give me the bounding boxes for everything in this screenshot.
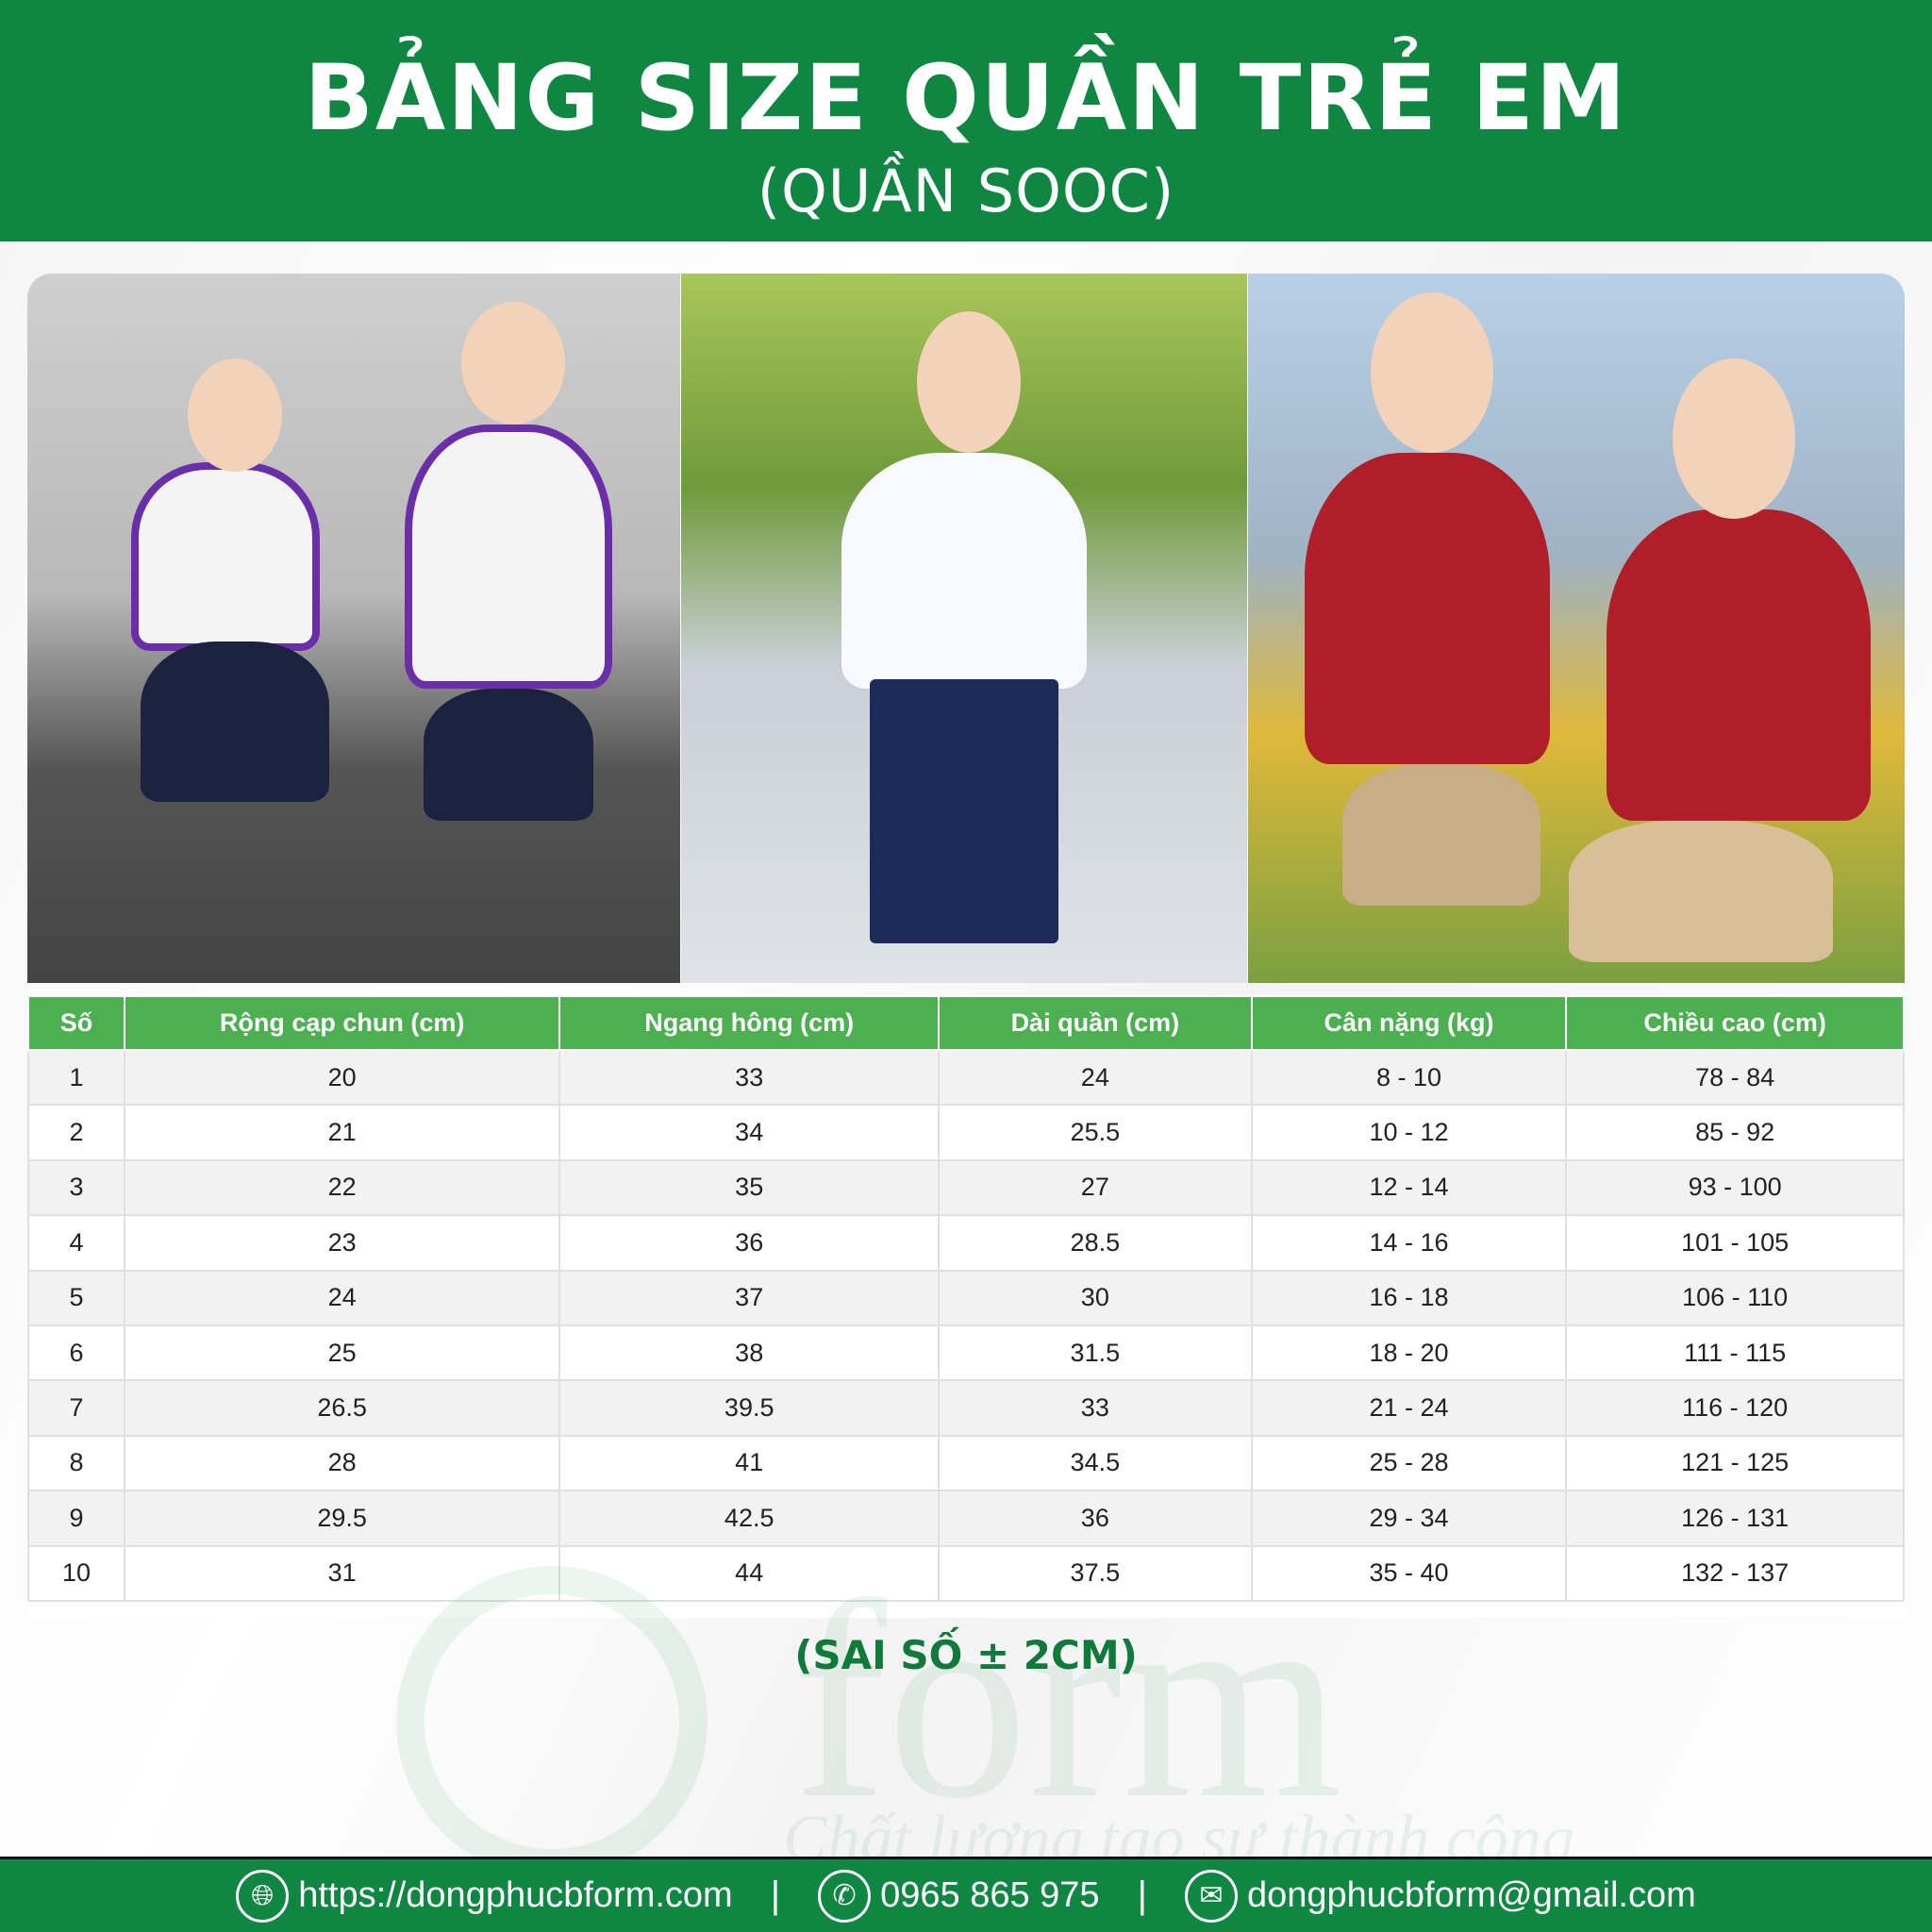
separator: | [770, 1874, 781, 1916]
col-header: Số [27, 995, 125, 1051]
table-row: 2 21 34 25.5 10 - 12 85 - 92 [27, 1104, 1905, 1161]
table-row: 7 26.5 39.5 33 21 - 24 116 - 120 [27, 1379, 1905, 1437]
table-cell: 1 [27, 1048, 125, 1107]
website-link[interactable]: https://dongphucbform.com [298, 1875, 733, 1915]
table-cell: 41 [558, 1434, 940, 1492]
table-cell: 37.5 [938, 1544, 1253, 1602]
table-cell: 39.5 [558, 1379, 940, 1437]
table-cell: 38 [558, 1324, 940, 1382]
table-cell: 132 - 137 [1565, 1544, 1905, 1602]
table-header-row: Số Rộng cạp chun (cm) Ngang hông (cm) Dà… [27, 995, 1905, 1051]
page-title: BẢNG SIZE QUẦN TRẺ EM [304, 45, 1628, 151]
table-cell: 34.5 [938, 1434, 1253, 1492]
table-cell: 28.5 [938, 1214, 1253, 1272]
table-cell: 8 [27, 1434, 125, 1492]
table-cell: 25.5 [938, 1104, 1253, 1161]
table-row: 1 20 33 24 8 - 10 78 - 84 [27, 1048, 1905, 1107]
table-cell: 44 [558, 1544, 940, 1602]
table-cell: 6 [27, 1324, 125, 1382]
table-cell: 93 - 100 [1565, 1158, 1905, 1217]
table-cell: 12 - 14 [1250, 1158, 1568, 1217]
phone-link[interactable]: 0965 865 975 [880, 1875, 1100, 1915]
table-cell: 21 [123, 1104, 561, 1161]
table-cell: 33 [558, 1048, 940, 1107]
col-header: Cân nặng (kg) [1250, 995, 1568, 1051]
footer-contact-bar: 🌐︎ https://dongphucbform.com | ✆ 0965 865 … [0, 1857, 1932, 1932]
table-cell: 101 - 105 [1565, 1214, 1905, 1272]
table-cell: 25 - 28 [1250, 1434, 1568, 1492]
table-cell: 116 - 120 [1565, 1379, 1905, 1437]
table-cell: 26.5 [123, 1379, 561, 1437]
email-link[interactable]: dongphucbform@gmail.com [1246, 1875, 1696, 1915]
table-cell: 35 - 40 [1250, 1544, 1568, 1602]
table-cell: 36 [558, 1214, 940, 1272]
mail-icon: ✉ [1184, 1869, 1238, 1923]
col-header: Dài quần (cm) [938, 995, 1253, 1051]
table-cell: 106 - 110 [1565, 1269, 1905, 1326]
col-header: Ngang hông (cm) [558, 995, 940, 1051]
table-cell: 4 [27, 1214, 125, 1272]
product-photos [27, 274, 1905, 983]
table-cell: 111 - 115 [1565, 1324, 1905, 1382]
table-cell: 23 [123, 1214, 561, 1272]
table-cell: 10 [27, 1544, 125, 1602]
table-cell: 22 [123, 1158, 561, 1217]
table-cell: 121 - 125 [1565, 1434, 1905, 1492]
page-subtitle: (QUẦN SOOC) [757, 157, 1175, 225]
photo-boy-white-shirt [680, 274, 1248, 983]
table-cell: 14 - 16 [1250, 1214, 1568, 1272]
table-row: 3 22 35 27 12 - 14 93 - 100 [27, 1158, 1905, 1217]
table-cell: 25 [123, 1324, 561, 1382]
table-cell: 30 [938, 1269, 1253, 1326]
table-cell: 9 [27, 1490, 125, 1547]
photo-kids-purple-uniform [27, 274, 680, 983]
table-cell: 16 - 18 [1250, 1269, 1568, 1326]
table-cell: 18 - 20 [1250, 1324, 1568, 1382]
table-cell: 24 [938, 1048, 1253, 1107]
table-cell: 31.5 [938, 1324, 1253, 1382]
table-cell: 2 [27, 1104, 125, 1161]
table-row: 5 24 37 30 16 - 18 106 - 110 [27, 1269, 1905, 1326]
col-header: Rộng cạp chun (cm) [123, 995, 561, 1051]
header-banner: BẢNG SIZE QUẦN TRẺ EM (QUẦN SOOC) [0, 0, 1932, 242]
tolerance-note: (SAI SỐ ± 2CM) [794, 1632, 1138, 1678]
table-cell: 29 - 34 [1250, 1490, 1568, 1547]
table-cell: 21 - 24 [1250, 1379, 1568, 1437]
table-cell: 85 - 92 [1565, 1104, 1905, 1161]
table-cell: 3 [27, 1158, 125, 1217]
table-cell: 8 - 10 [1250, 1048, 1568, 1107]
col-header: Chiều cao (cm) [1565, 995, 1905, 1051]
table-cell: 35 [558, 1158, 940, 1217]
size-table: Số Rộng cạp chun (cm) Ngang hông (cm) Dà… [27, 995, 1905, 1618]
table-cell: 5 [27, 1269, 125, 1326]
table-row: 9 29.5 42.5 36 29 - 34 126 - 131 [27, 1490, 1905, 1547]
table-cell: 27 [938, 1158, 1253, 1217]
table-cell: 37 [558, 1269, 940, 1326]
phone-icon: ✆ [818, 1869, 872, 1923]
table-row: 10 31 44 37.5 35 - 40 132 - 137 [27, 1544, 1905, 1602]
table-cell: 28 [123, 1434, 561, 1492]
globe-icon: 🌐︎ [236, 1869, 290, 1923]
table-cell: 7 [27, 1379, 125, 1437]
table-cell: 42.5 [558, 1490, 940, 1547]
table-row: 4 23 36 28.5 14 - 16 101 - 105 [27, 1214, 1905, 1272]
table-cell: 31 [123, 1544, 561, 1602]
table-row: 6 25 38 31.5 18 - 20 111 - 115 [27, 1324, 1905, 1382]
table-cell: 33 [938, 1379, 1253, 1437]
table-cell: 20 [123, 1048, 561, 1107]
photo-kids-red-uniform [1248, 274, 1905, 983]
separator: | [1137, 1874, 1147, 1916]
table-cell: 24 [123, 1269, 561, 1326]
table-row: 8 28 41 34.5 25 - 28 121 - 125 [27, 1434, 1905, 1492]
table-cell: 29.5 [123, 1490, 561, 1547]
table-cell: 34 [558, 1104, 940, 1161]
table-cell: 10 - 12 [1250, 1104, 1568, 1161]
table-cell: 78 - 84 [1565, 1048, 1905, 1107]
table-cell: 36 [938, 1490, 1253, 1547]
table-cell: 126 - 131 [1565, 1490, 1905, 1547]
